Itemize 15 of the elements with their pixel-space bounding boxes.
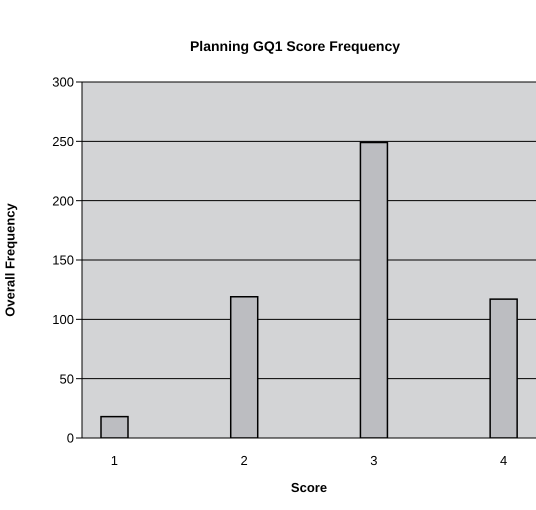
y-tick-label: 100: [52, 312, 74, 327]
bar: [100, 416, 129, 438]
x-tick-label: 2: [240, 453, 248, 468]
chart-title: Planning GQ1 Score Frequency: [188, 38, 402, 54]
x-axis-title: Score: [290, 480, 328, 495]
y-tick-label: 300: [52, 74, 74, 90]
x-tick-label: 3: [370, 453, 378, 468]
y-axis-title: Overall Frequency: [2, 202, 18, 317]
x-tick-label: 1: [110, 453, 118, 468]
y-tick-label: 50: [60, 371, 74, 386]
y-tick-label: 150: [52, 252, 74, 268]
x-tick-label: 4: [500, 453, 508, 468]
y-tick-label: 0: [66, 430, 74, 446]
y-tick-label: 250: [52, 134, 74, 149]
y-tick-label: 200: [52, 193, 74, 208]
